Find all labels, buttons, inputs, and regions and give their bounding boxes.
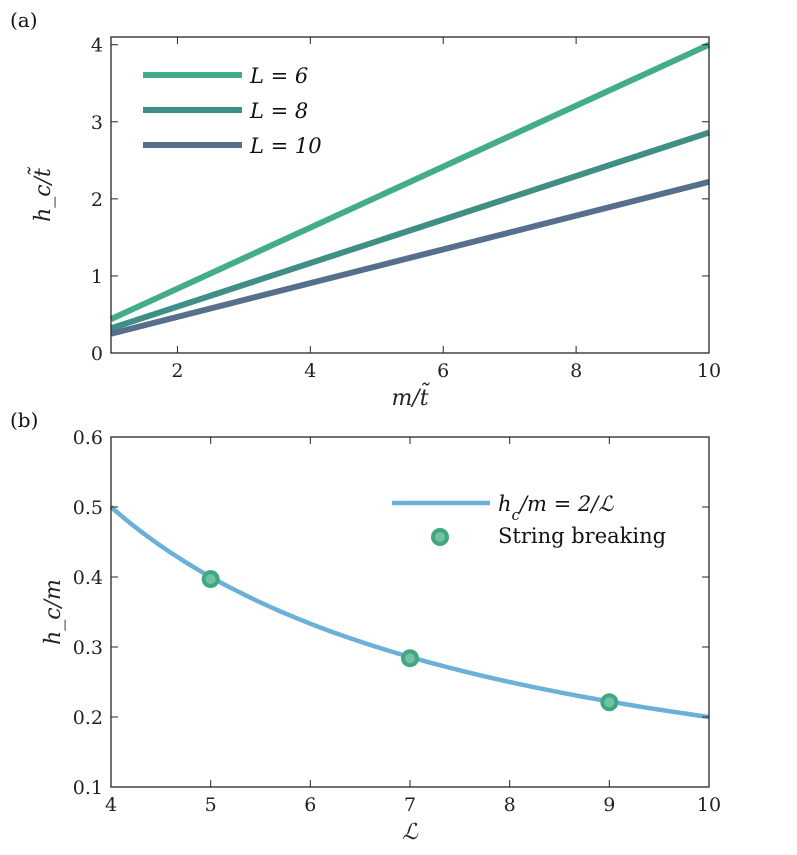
legend-label: L = 6	[249, 64, 308, 88]
y-tick-label: 0	[91, 343, 103, 365]
x-tick-label: 10	[697, 794, 721, 816]
y-tick-label: 0.5	[73, 497, 103, 519]
x-tick-label: 6	[304, 794, 316, 816]
y-tick-label: 3	[91, 112, 103, 134]
x-tick-label: 5	[205, 794, 217, 816]
legend: L = 6 L = 8 L = 10	[143, 64, 322, 158]
series-line	[109, 41, 711, 322]
y-tick-label: 2	[91, 189, 103, 211]
x-tick-label: 10	[697, 360, 721, 382]
legend-label: L = 8	[249, 99, 308, 123]
axes-frame	[110, 36, 710, 354]
x-tick-label: 6	[437, 360, 449, 382]
panel-b: (b) 4 5 6 7 8 9 10 0.1 0.2 0.3 0.4 0.5 0.6 ℒhc/m = 2/ℒ…	[10, 408, 721, 845]
panel-a: (a) 2 4 6 8 10 0 1 2 3 4 m/t̃ L = 6 L = 8 L = 10	[10, 8, 721, 411]
series-line	[110, 178, 710, 337]
y-tick-label: 0.4	[73, 567, 103, 589]
x-axis-label: ℒ	[402, 820, 419, 845]
data-point	[201, 570, 220, 589]
x-tick-label: 4	[304, 360, 316, 382]
data-point	[401, 649, 419, 668]
x-tick-label: 8	[570, 360, 582, 382]
y-axis-label-a: h_c/t̃	[26, 166, 56, 222]
y-tick-label: 0.1	[73, 777, 103, 799]
x-tick-label: 8	[504, 794, 516, 816]
axes-frame	[110, 436, 710, 788]
x-tick-label: 4	[105, 794, 117, 816]
legend-label: L = 10	[249, 134, 322, 158]
panel-label: (a)	[10, 8, 38, 32]
x-tick-label: 9	[603, 794, 615, 816]
legend-label: String breaking	[498, 524, 666, 548]
y-tick-label: 0.3	[73, 637, 103, 659]
y-tick-label: 0.2	[73, 707, 103, 729]
x-tick-label: 2	[171, 360, 183, 382]
y-axis-label-b: h_c/m	[41, 579, 66, 645]
x-tick-label: 7	[404, 794, 416, 816]
series-line	[110, 129, 710, 332]
y-tick-label: 4	[91, 35, 103, 57]
x-axis-label: m/t̃	[391, 381, 430, 411]
data-point	[600, 693, 619, 712]
panel-label: (b)	[10, 408, 38, 432]
legend-label: hc/m = 2/ℒ	[498, 492, 614, 524]
y-tick-label: 1	[91, 266, 103, 288]
y-tick-label: 0.6	[73, 427, 103, 449]
